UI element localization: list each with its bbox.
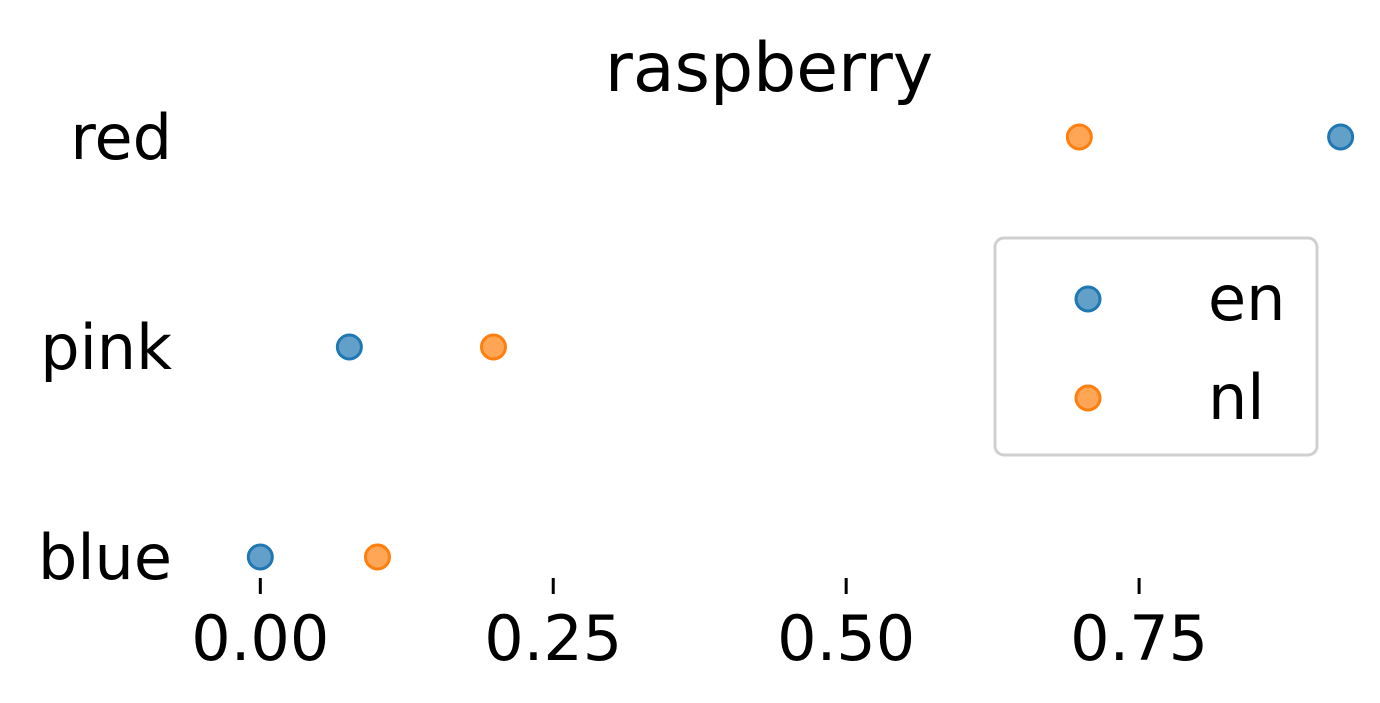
data-points (246, 123, 1355, 571)
legend-marker-nl (1074, 384, 1102, 412)
point-en-blue (246, 543, 274, 571)
x-tick-label-1: 0.25 (484, 602, 622, 675)
x-tick-label-0: 0.00 (191, 602, 329, 675)
y-tick-label-red: red (70, 101, 172, 174)
y-tick-label-blue: blue (38, 521, 172, 594)
y-tick-labels: blue pink red (38, 101, 172, 594)
point-nl-pink (479, 333, 507, 361)
point-en-pink (335, 333, 363, 361)
x-tick-label-2: 0.50 (777, 602, 915, 675)
legend-marker-en (1074, 285, 1102, 313)
legend-label-en: en (1208, 262, 1285, 335)
legend: en nl (993, 236, 1319, 457)
point-en-red (1327, 123, 1355, 151)
legend-label-nl: nl (1208, 361, 1265, 434)
x-tick-label-3: 0.75 (1070, 602, 1208, 675)
point-nl-blue (363, 543, 391, 571)
x-axis: 0.00 0.25 0.50 0.75 (191, 578, 1208, 675)
point-nl-red (1065, 123, 1093, 151)
chart-title: raspberry (605, 29, 933, 108)
y-tick-label-pink: pink (40, 311, 172, 384)
